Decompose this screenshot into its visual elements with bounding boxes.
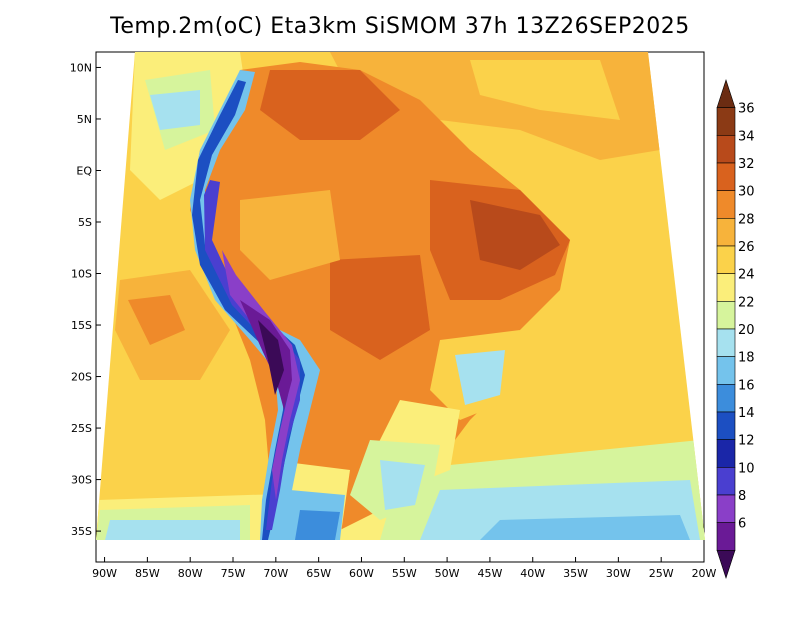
lon-tick-label: 80W [178,567,203,580]
colorbar-swatch [716,301,736,330]
lon-tick-label: 60W [349,567,374,580]
lon-tick-label: 30W [606,567,631,580]
lat-tick-label: 5N [77,113,92,126]
colorbar-swatch [716,494,736,523]
colorbar-label: 28 [738,212,755,227]
lat-tick-label: 10S [71,268,92,281]
colorbar-label: 6 [738,517,746,532]
colorbar-label: 36 [738,102,755,117]
colorbar-swatch [716,411,736,440]
colorbar: 36 34 32 30 28 26 24 22 20 18 16 14 12 10 8 6 [716,79,755,579]
colorbar-label: 14 [738,406,755,421]
colorbar-label: 22 [738,295,755,310]
colorbar-label: 34 [738,129,755,144]
lon-tick-label: 55W [392,567,417,580]
map-title: Temp.2m(oC) Eta3km SiSMOM 37h 13Z26SEP20… [110,14,690,39]
colorbar-label: 32 [738,157,755,172]
colorbar-label: 30 [738,185,755,200]
lon-tick-label: 75W [221,567,246,580]
colorbar-swatch [716,79,736,108]
lat-tick-label: 15S [71,319,92,332]
lon-tick-label: 90W [92,567,117,580]
lon-tick-label: 25W [649,567,674,580]
colorbar-swatch [716,162,736,191]
colorbar-label: 24 [738,268,755,283]
lat-tick-label: 10N [70,61,92,74]
lat-tick-label: 25S [71,422,92,435]
lon-tick-label: 40W [520,567,545,580]
latitude-axis: 10N 5N EQ 5S 10S 15S 20S 25S 30S 35S [70,61,101,538]
lat-tick-label: 30S [71,474,92,487]
colorbar-swatch [716,384,736,413]
longitude-axis: 90W 85W 80W 75W 70W 65W 60W 55W 50W 45W 40W 35W 30W 2… [92,557,717,580]
lon-tick-label: 50W [435,567,460,580]
colorbar-swatch [716,190,736,219]
colorbar-swatch [716,522,736,551]
colorbar-swatch [716,356,736,385]
colorbar-label: 20 [738,323,755,338]
colorbar-swatch [716,273,736,302]
lat-tick-label: 5S [78,216,92,229]
lat-tick-label: EQ [76,164,92,177]
lat-tick-label: 20S [71,371,92,384]
colorbar-swatch [716,218,736,247]
colorbar-swatch [716,107,736,136]
lon-tick-label: 70W [263,567,288,580]
colorbar-swatch [716,550,736,579]
colorbar-label: 26 [738,240,755,255]
lon-tick-label: 20W [692,567,717,580]
lon-tick-label: 45W [477,567,502,580]
colorbar-label: 12 [738,434,755,449]
colorbar-swatch [716,245,736,274]
colorbar-label: 18 [738,351,755,366]
lat-tick-label: 35S [71,525,92,538]
colorbar-swatch [716,467,736,496]
colorbar-swatch [716,135,736,164]
colorbar-label: 10 [738,461,755,476]
colorbar-label: 16 [738,378,755,393]
colorbar-label: 8 [738,489,746,504]
colorbar-swatch [716,439,736,468]
lon-tick-label: 65W [306,567,331,580]
lon-tick-label: 35W [563,567,588,580]
temperature-field [96,52,705,540]
lon-tick-label: 85W [135,567,160,580]
colorbar-swatch [716,328,736,357]
